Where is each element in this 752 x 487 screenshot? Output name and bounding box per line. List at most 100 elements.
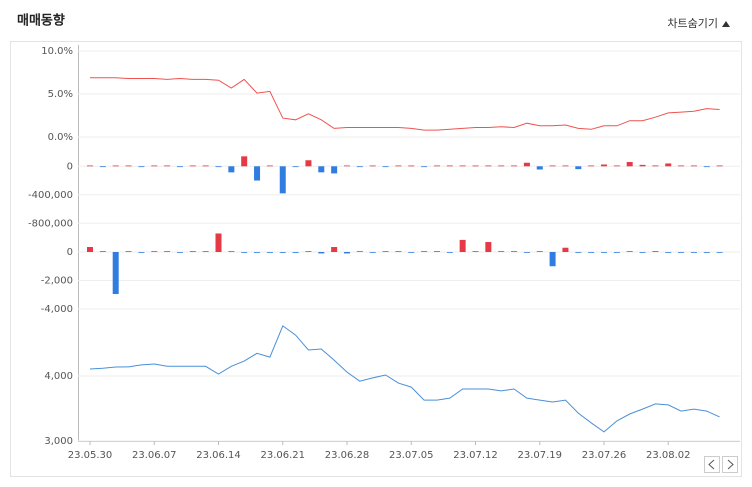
bar [99,251,106,252]
y-tick-label: 0.0% [48,132,73,143]
bar [421,166,428,168]
bar [202,251,209,252]
bar [215,166,222,168]
bar [523,162,530,167]
bar [703,166,710,168]
x-tick-label: 23.06.14 [196,450,241,461]
bar [575,252,582,253]
x-tick-label: 23.07.05 [389,450,434,461]
x-tick-label: 23.06.21 [260,450,305,461]
bar [678,252,685,253]
bar [690,252,697,253]
prev-icon[interactable] [708,459,715,470]
bar [562,165,569,167]
bar [498,251,505,252]
y-tick-label: -4,000 [41,304,73,315]
x-tick-label: 23.06.28 [325,450,370,461]
bar [164,165,171,167]
bar [138,166,145,168]
bar [511,251,518,252]
bar [202,165,209,167]
bar [446,252,453,253]
bar [356,166,363,168]
next-icon[interactable] [727,459,734,470]
y-tick-label: 0 [67,247,73,258]
bar [690,165,697,167]
y-tick-label: 5.0% [48,89,73,100]
bar [665,252,672,253]
bar [228,251,235,252]
bar [331,247,338,252]
bar [305,160,312,167]
bar [254,252,261,253]
bar [138,252,145,253]
bar [395,251,402,252]
x-tick-label: 23.08.02 [646,450,691,461]
bar [626,251,633,252]
bar [459,239,466,252]
y-tick-label: 0 [67,161,73,172]
bar [549,165,556,167]
bar [382,166,389,168]
bar [665,163,672,167]
bar [588,252,595,253]
bar [536,251,543,252]
bar [292,252,299,253]
bar [151,165,158,167]
bar [652,165,659,167]
bar [151,251,158,252]
bar [626,162,633,167]
bar [485,165,492,167]
bar [369,165,376,167]
bar [279,252,286,253]
bar [562,247,569,252]
bar [176,252,183,253]
y-tick-label: 10.0% [41,46,73,57]
bar [125,165,132,167]
bar [511,165,518,167]
line-series [90,77,720,131]
bar [549,252,556,267]
y-tick-label: -400,000 [28,190,73,201]
y-tick-label: 4,000 [44,371,73,382]
bar [716,252,723,253]
bar [459,165,466,167]
bar [125,251,132,252]
bar [433,251,440,252]
bar [613,252,620,253]
bar [395,165,402,167]
bar [87,165,93,167]
bar [369,252,376,253]
bar [279,166,286,194]
bar [421,251,428,252]
bar [498,165,505,167]
bar [639,252,646,253]
bar [241,252,248,253]
bar [485,242,492,252]
bar [613,165,620,167]
bar [228,166,235,173]
prev-button[interactable] [704,456,720,473]
prev-box[interactable] [704,456,720,473]
bar [678,165,685,167]
x-tick-label: 23.06.07 [132,450,177,461]
section-title: 매매동향 [17,13,65,29]
bar [87,247,93,252]
bar [266,252,273,253]
bar [433,165,440,167]
next-button[interactable] [722,456,738,473]
bar [472,251,479,252]
toggle-label[interactable]: 차트숨기기 [667,17,718,30]
bar [716,165,723,167]
toggle-arrow[interactable] [722,21,730,27]
bar [189,165,196,167]
toggle-button[interactable]: 차트숨기기 [667,17,730,30]
bar [523,252,530,253]
bar [112,165,119,167]
chart-frame [10,41,742,477]
bar [408,252,415,253]
bar [215,233,222,252]
bar [408,165,415,167]
next-box[interactable] [722,456,738,473]
